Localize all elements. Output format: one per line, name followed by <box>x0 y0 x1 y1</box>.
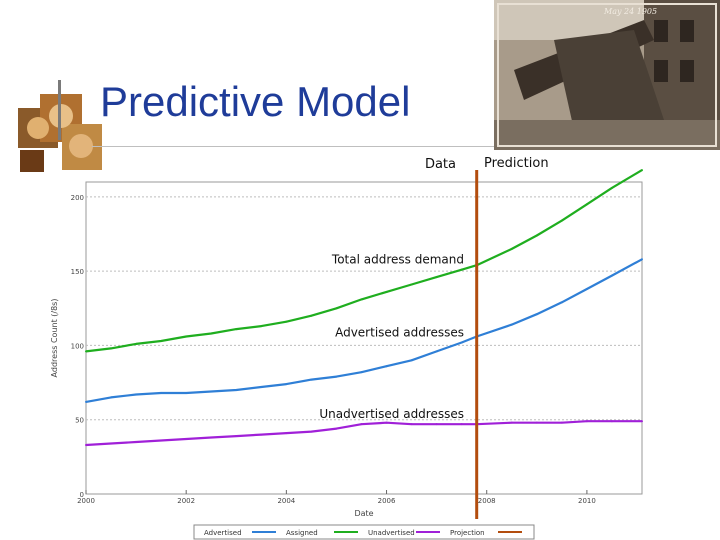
legend-label: Advertised <box>204 529 242 537</box>
x-tick-label: 2004 <box>277 497 295 505</box>
legend-label: Assigned <box>286 529 318 537</box>
data-point-unadvertised <box>310 430 313 433</box>
data-point-unadvertised <box>460 423 463 426</box>
legend-label: Unadvertised <box>368 529 415 537</box>
series-annotation: Advertised addresses <box>335 325 464 339</box>
y-tick-label: 0 <box>80 491 84 499</box>
y-tick-label: 200 <box>71 194 84 202</box>
data-point-advertised <box>560 301 563 304</box>
data-point-advertised <box>310 378 313 381</box>
data-point-unadvertised <box>235 435 238 438</box>
prediction-region-label: Prediction <box>484 156 549 171</box>
data-point-unadvertised <box>641 420 643 423</box>
data-point-assigned <box>310 314 313 317</box>
data-point-unadvertised <box>210 436 213 439</box>
photo-caption: May 24 1905 <box>603 7 657 16</box>
data-point-assigned <box>535 234 538 237</box>
data-point-advertised <box>435 350 438 353</box>
title-accent-bar <box>58 80 61 140</box>
data-point-unadvertised <box>360 423 363 426</box>
data-point-unadvertised <box>410 423 413 426</box>
data-point-unadvertised <box>160 439 163 442</box>
data-point-advertised <box>135 393 138 396</box>
data-region-label: Data <box>425 157 456 172</box>
data-point-advertised <box>360 371 363 374</box>
data-point-assigned <box>510 247 513 250</box>
x-axis-label: Date <box>354 509 373 518</box>
data-point-advertised <box>610 274 613 277</box>
x-tick-label: 2008 <box>478 497 496 505</box>
x-tick-label: 2010 <box>578 497 596 505</box>
data-point-unadvertised <box>85 443 87 446</box>
data-point-assigned <box>360 298 363 301</box>
y-axis-label: Address Count (/8s) <box>50 299 59 378</box>
data-point-advertised <box>585 287 588 290</box>
data-point-assigned <box>160 339 163 342</box>
data-point-unadvertised <box>185 438 188 441</box>
data-point-unadvertised <box>135 441 138 443</box>
data-point-unadvertised <box>610 420 613 423</box>
data-point-advertised <box>160 391 163 394</box>
data-point-assigned <box>435 276 438 279</box>
series-annotation: Unadvertised addresses <box>319 407 464 421</box>
data-point-assigned <box>235 328 238 331</box>
data-point-assigned <box>85 350 87 353</box>
data-point-unadvertised <box>435 423 438 426</box>
data-point-advertised <box>210 390 213 393</box>
collage-thumbnail-image <box>18 94 102 172</box>
data-point-advertised <box>460 341 463 344</box>
data-point-unadvertised <box>585 420 588 423</box>
data-point-assigned <box>335 307 338 310</box>
data-point-assigned <box>185 335 188 338</box>
data-point-advertised <box>285 383 288 386</box>
x-tick-label: 2002 <box>177 497 195 505</box>
data-point-unadvertised <box>335 427 338 430</box>
data-point-advertised <box>335 375 338 378</box>
data-point-unadvertised <box>260 433 263 436</box>
slide-title: Predictive Model <box>100 78 411 125</box>
data-point-assigned <box>210 332 213 335</box>
legend-box <box>193 524 535 540</box>
x-tick-label: 2000 <box>77 497 95 505</box>
data-point-assigned <box>560 219 563 222</box>
data-point-advertised <box>235 389 238 391</box>
y-tick-label: 150 <box>71 268 84 276</box>
data-point-advertised <box>110 396 113 399</box>
data-point-assigned <box>610 186 613 189</box>
series-annotation: Total address demand <box>331 253 464 267</box>
data-point-assigned <box>260 325 263 328</box>
data-point-assigned <box>385 290 388 293</box>
data-point-unadvertised <box>560 421 563 424</box>
data-point-assigned <box>285 320 288 323</box>
data-point-unadvertised <box>510 421 513 424</box>
data-point-advertised <box>185 391 188 394</box>
data-point-unadvertised <box>385 421 388 424</box>
data-point-advertised <box>260 386 263 389</box>
legend-label: Projection <box>450 529 485 537</box>
data-point-unadvertised <box>110 442 113 445</box>
data-point-assigned <box>135 342 138 345</box>
data-point-assigned <box>585 203 588 206</box>
data-point-unadvertised <box>535 421 538 424</box>
y-tick-label: 50 <box>75 417 84 425</box>
data-point-assigned <box>110 347 113 350</box>
data-point-advertised <box>410 359 413 362</box>
data-point-assigned <box>410 283 413 286</box>
data-point-assigned <box>460 268 463 271</box>
data-point-unadvertised <box>285 432 288 435</box>
data-point-advertised <box>510 323 513 326</box>
title-underline <box>92 146 502 147</box>
train-crash-photo: May 24 1905 <box>494 0 720 150</box>
data-point-assigned <box>641 169 643 172</box>
x-tick-label: 2006 <box>378 497 396 505</box>
data-point-advertised <box>85 400 87 403</box>
data-point-advertised <box>535 313 538 316</box>
data-point-advertised <box>641 258 643 261</box>
y-tick-label: 100 <box>71 342 84 350</box>
data-point-advertised <box>385 365 388 368</box>
